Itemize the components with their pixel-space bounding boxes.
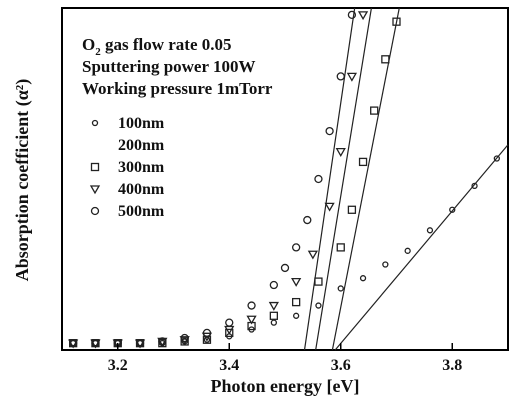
data-point-100nm-19	[493, 155, 501, 162]
annotation-gas-flow-subscript: 2	[95, 46, 101, 58]
data-point-500nm-12	[303, 215, 312, 225]
x-tick-label-2: 3.6	[331, 357, 351, 374]
data-point-100nm-16	[426, 227, 434, 234]
fit-line-500nm	[303, 7, 356, 351]
fit-line-300nm	[331, 7, 400, 351]
data-point-300nm-11	[314, 277, 323, 286]
x-axis-title: Photon energy [eV]	[211, 376, 360, 396]
data-point-400nm-11	[307, 250, 318, 260]
legend-marker-400nm	[89, 185, 101, 195]
data-point-300nm-16	[381, 55, 390, 64]
data-point-400nm-9	[268, 301, 279, 311]
data-point-100nm-12	[337, 285, 344, 292]
data-point-400nm-12	[324, 202, 335, 212]
data-point-300nm-7	[225, 328, 234, 338]
legend-label-300nm: 300nm	[118, 159, 165, 176]
fit-line-400nm	[315, 7, 373, 351]
fit-line-100nm	[334, 144, 509, 351]
annotation-gas-flow: O2 gas flow rate 0.05	[82, 35, 232, 58]
data-point-400nm-5	[179, 336, 190, 346]
fit-lines	[303, 7, 509, 351]
y-axis-title: Absorption coefficient (α²)	[12, 79, 33, 281]
data-point-300nm-14	[358, 157, 368, 167]
data-point-400nm-13	[335, 147, 346, 157]
data-point-100nm-14	[382, 261, 389, 268]
x-tick-label-0: 3.2	[108, 357, 128, 374]
plot-frame	[61, 7, 509, 351]
x-tick-label-1: 3.4	[219, 357, 239, 374]
x-axis: 3.2 3.4 3.6 3.8	[108, 343, 462, 374]
legend: 100nm 200nm 300nm 400nm 500nm	[89, 115, 165, 220]
data-point-500nm-6	[202, 328, 212, 338]
data-point-300nm-9	[269, 311, 279, 320]
data-markers	[68, 10, 501, 349]
legend-label-100nm: 100nm	[118, 115, 165, 132]
data-point-500nm-13	[314, 174, 323, 184]
data-point-400nm-8	[246, 315, 257, 325]
data-point-500nm-15	[336, 72, 345, 81]
data-point-100nm-9	[270, 319, 278, 326]
data-point-100nm-6	[203, 336, 211, 343]
data-point-500nm-3	[135, 339, 145, 348]
data-point-500nm-11	[291, 243, 301, 252]
annotation-gas-flow-prefix: O	[82, 35, 95, 54]
data-point-100nm-10	[292, 312, 300, 319]
legend-marker-300nm	[90, 162, 100, 172]
data-point-400nm-15	[357, 11, 369, 21]
annotation-gas-flow-suffix: gas flow rate 0.05	[101, 35, 232, 54]
legend-label-200nm: 200nm	[118, 137, 165, 154]
data-point-500nm-8	[247, 301, 256, 310]
data-point-100nm-11	[315, 302, 322, 309]
data-point-500nm-1	[91, 339, 100, 348]
data-point-400nm-10	[291, 277, 302, 287]
legend-label-500nm: 500nm	[118, 203, 165, 220]
annotation-working-pressure: Working pressure 1mTorr	[82, 79, 273, 98]
data-point-100nm-18	[471, 182, 478, 189]
data-point-500nm-7	[225, 318, 234, 327]
data-point-300nm-17	[392, 17, 401, 26]
data-point-500nm-14	[325, 126, 334, 136]
data-point-300nm-12	[336, 243, 345, 252]
legend-marker-500nm	[90, 206, 100, 216]
annotation-sputtering-power: Sputtering power 100W	[82, 57, 255, 76]
data-point-400nm-14	[346, 72, 358, 82]
data-point-100nm-13	[359, 275, 367, 282]
legend-marker-100nm	[91, 119, 99, 127]
data-point-500nm-4	[158, 337, 167, 346]
plot-area	[61, 7, 509, 351]
data-point-300nm-15	[370, 106, 379, 115]
data-point-500nm-0	[69, 339, 78, 348]
data-point-500nm-9	[269, 280, 279, 290]
data-point-100nm-17	[449, 206, 456, 213]
x-tick-label-3: 3.8	[442, 357, 462, 374]
data-point-400nm-6	[201, 332, 213, 342]
data-point-500nm-5	[180, 333, 189, 343]
data-point-500nm-16	[347, 10, 357, 19]
legend-label-400nm: 400nm	[118, 181, 165, 198]
data-point-500nm-10	[280, 263, 290, 273]
data-point-300nm-13	[347, 205, 357, 214]
data-point-100nm-15	[404, 247, 411, 254]
data-point-300nm-10	[291, 297, 301, 307]
